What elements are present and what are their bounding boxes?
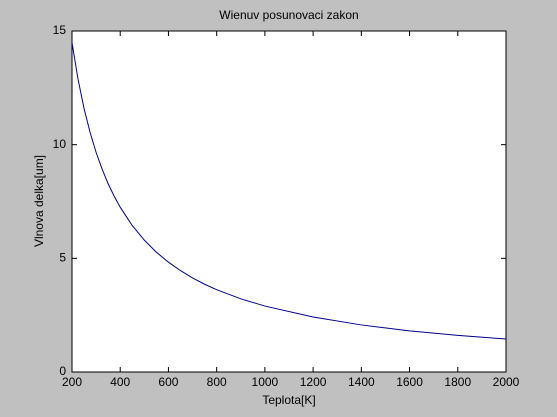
x-tick-label: 400 — [110, 375, 130, 389]
x-tick-label: 1200 — [300, 375, 327, 389]
y-tick-label: 15 — [53, 23, 67, 37]
x-tick-label: 200 — [62, 375, 82, 389]
y-tick-label: 0 — [59, 364, 66, 378]
x-tick-label: 1800 — [444, 375, 471, 389]
x-tick-label: 800 — [207, 375, 227, 389]
x-tick-label: 1600 — [396, 375, 423, 389]
x-tick-label: 1000 — [252, 375, 279, 389]
y-tick-label: 5 — [59, 251, 66, 265]
chart-title: Wienuv posunovaci zakon — [219, 8, 358, 22]
y-axis-label: Vlnova delka[um] — [32, 155, 46, 247]
line-series — [71, 42, 507, 340]
x-tick-label: 600 — [158, 375, 178, 389]
y-tick-label: 10 — [53, 137, 67, 151]
x-axis-label: Teplota[K] — [262, 393, 315, 407]
x-tick-label: 1400 — [348, 375, 375, 389]
x-tick-label: 2000 — [493, 375, 520, 389]
plot-area — [71, 30, 507, 373]
